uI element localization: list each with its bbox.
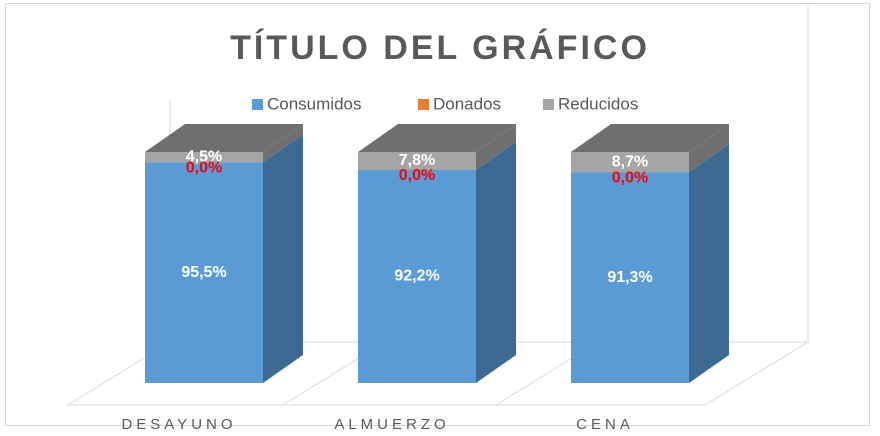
x-tick-label: ALMUERZO xyxy=(334,416,449,433)
legend-label: Reducidos xyxy=(558,94,638,113)
bar-side xyxy=(476,124,516,171)
x-tick-label: DESAYUNO xyxy=(121,416,236,433)
bar-top xyxy=(571,124,729,152)
bar-segment xyxy=(358,142,516,383)
chart-title: TÍTULO DEL GRÁFICO xyxy=(230,29,650,67)
data-label: 8,7% xyxy=(612,153,648,170)
bar-side xyxy=(689,144,729,383)
bar-side xyxy=(263,124,303,163)
data-label: 92,2% xyxy=(394,268,439,285)
data-label: 95,5% xyxy=(181,264,226,281)
bar-front xyxy=(358,170,476,383)
bar-front xyxy=(571,152,689,173)
bar-segment xyxy=(571,124,729,173)
bar-front xyxy=(145,162,263,383)
data-label: 0,0% xyxy=(612,169,648,186)
bar-segment xyxy=(571,144,729,383)
bar-side xyxy=(689,124,729,173)
legend-swatch xyxy=(543,99,554,110)
bar-segment xyxy=(358,124,516,171)
data-label: 0,0% xyxy=(399,167,435,184)
legend-label: Consumidos xyxy=(267,94,362,113)
legend-label: Donados xyxy=(433,94,501,113)
bar-side xyxy=(263,134,303,383)
bar-side xyxy=(476,142,516,383)
bar-front xyxy=(358,152,476,171)
legend-swatch xyxy=(418,99,429,110)
data-label: 4,5% xyxy=(186,148,222,165)
data-label: 91,3% xyxy=(607,269,652,286)
x-tick-label: CENA xyxy=(576,416,634,433)
floor xyxy=(66,341,810,406)
data-label: 0,0% xyxy=(186,160,222,177)
bar-top xyxy=(145,124,303,152)
bar-top xyxy=(358,124,516,152)
bar-segment xyxy=(145,124,303,163)
bar-front xyxy=(571,172,689,383)
bar-segment xyxy=(145,134,303,383)
legend-swatch xyxy=(252,99,263,110)
data-label: 7,8% xyxy=(399,152,435,169)
bar-front xyxy=(145,152,263,163)
